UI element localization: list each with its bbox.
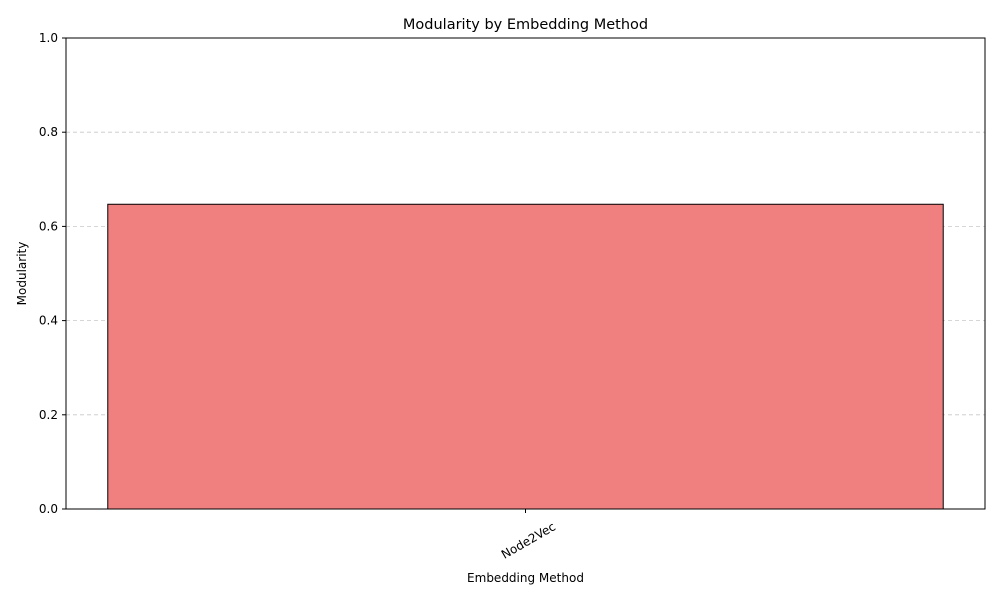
- y-tick-label: 0.2: [39, 408, 58, 422]
- y-tick-label: 0.4: [39, 314, 58, 328]
- bar-node2vec: [107, 203, 944, 510]
- x-axis: Node2Vec: [499, 509, 558, 562]
- y-axis-label: Modularity: [15, 242, 29, 306]
- x-tick-label: Node2Vec: [499, 519, 558, 561]
- x-axis-label: Embedding Method: [467, 571, 584, 585]
- y-tick-label: 0.6: [39, 219, 58, 233]
- y-tick-label: 0.0: [39, 502, 58, 516]
- chart-title: Modularity by Embedding Method: [403, 17, 648, 33]
- bar-layer: [107, 203, 944, 510]
- y-tick-label: 0.8: [39, 125, 58, 139]
- y-axis: 0.0 0.2 0.4 0.6 0.8 1.0: [39, 31, 66, 516]
- y-tick-label: 1.0: [39, 31, 58, 45]
